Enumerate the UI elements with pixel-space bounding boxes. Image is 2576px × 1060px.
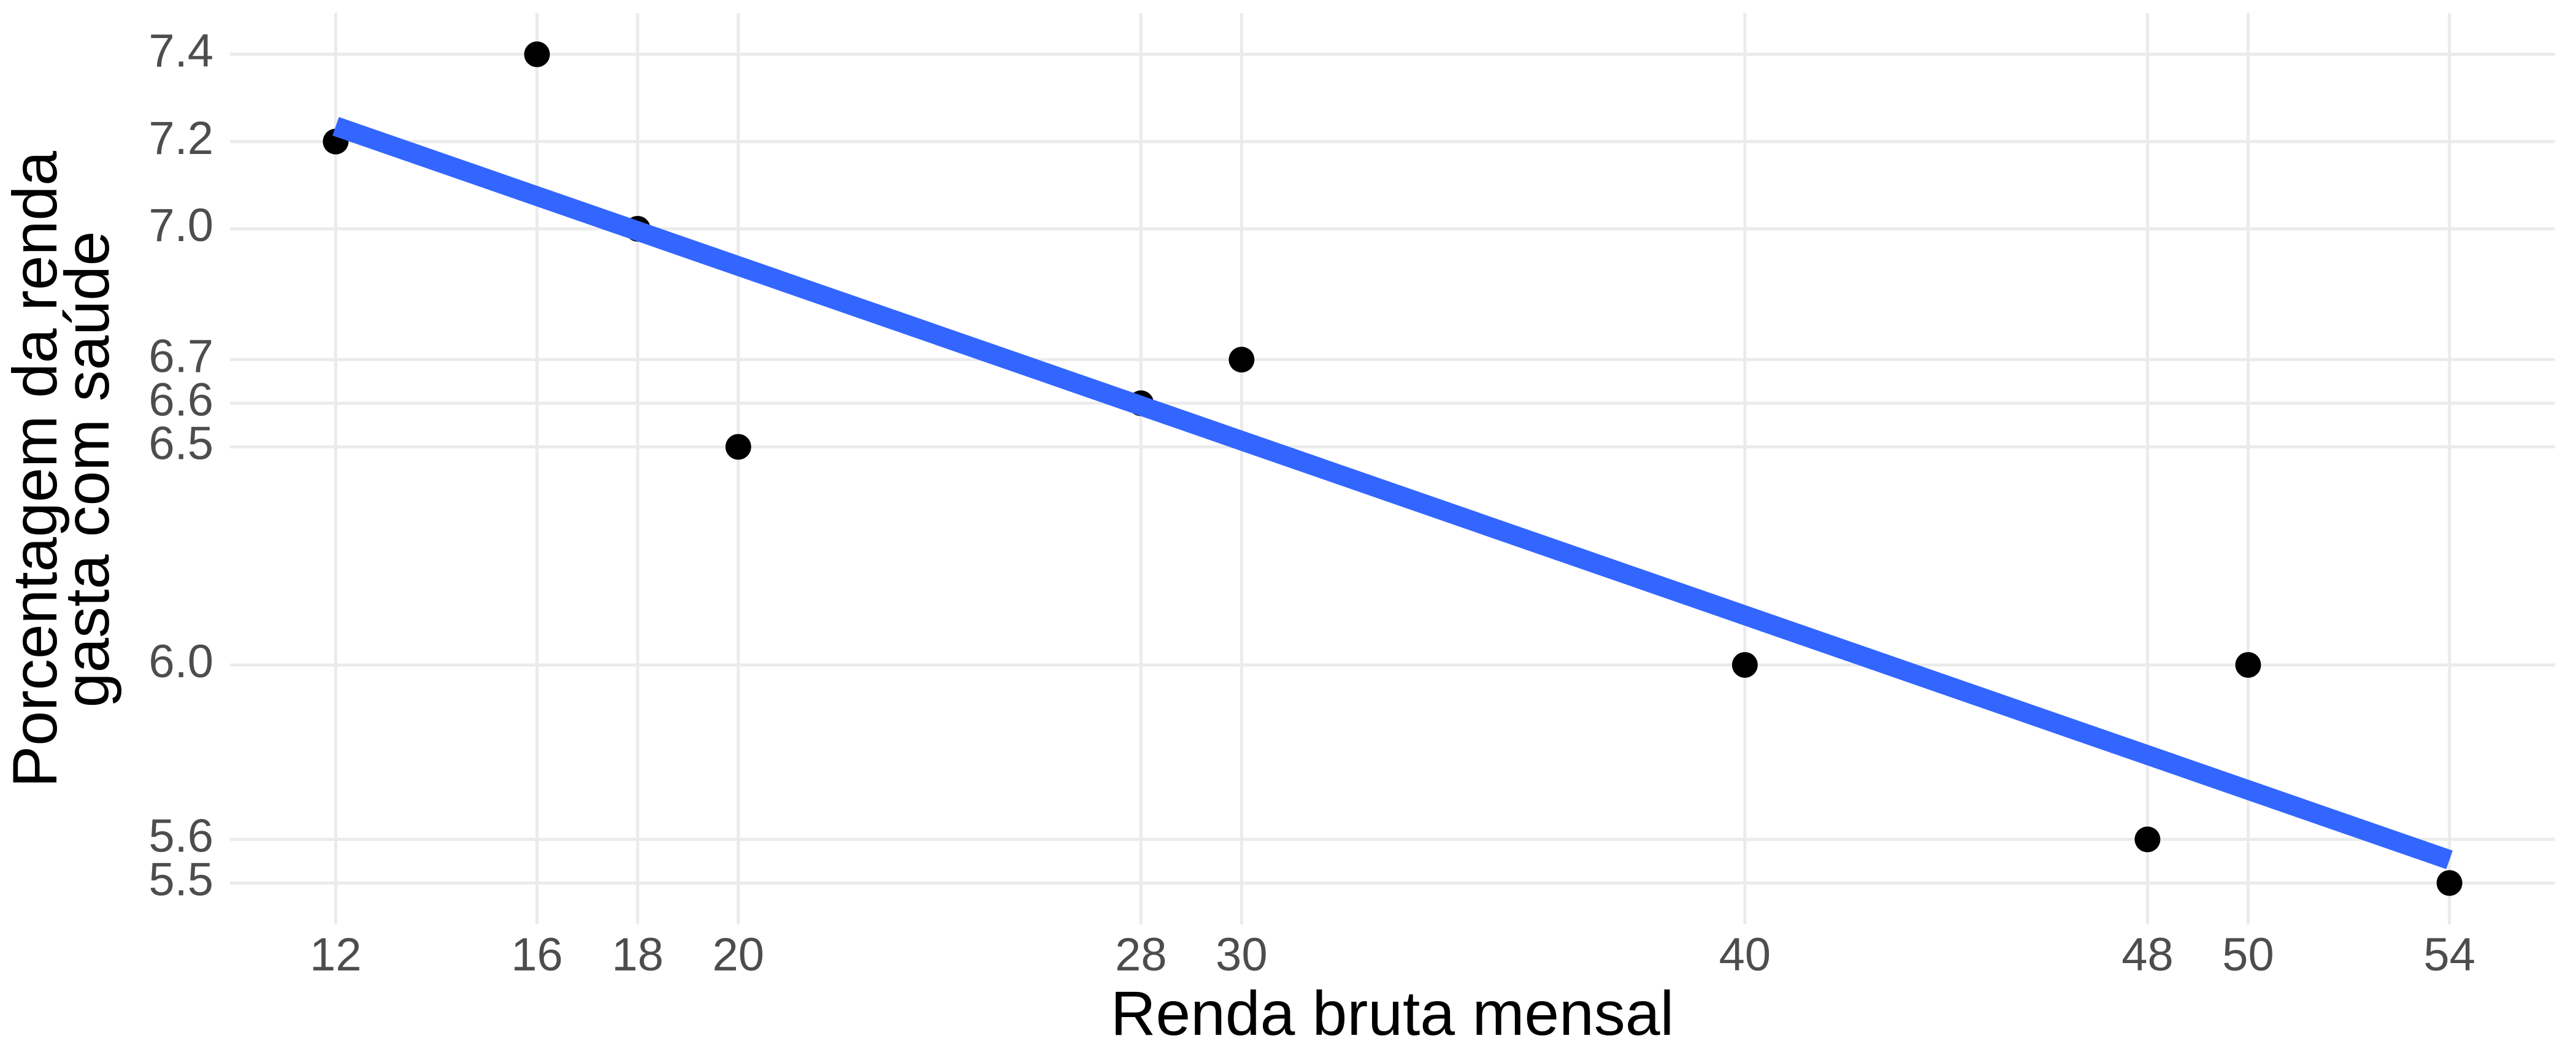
y-tick-label: 7.4	[148, 25, 213, 77]
y-tick-label: 6.6	[148, 374, 213, 426]
y-tick-label: 6.7	[148, 330, 213, 382]
y-axis-title: Porcentagem da renda	[0, 151, 70, 788]
y-tick-label: 5.6	[148, 810, 213, 862]
point	[725, 434, 751, 460]
x-tick-label: 20	[712, 929, 764, 981]
x-tick-label: 16	[511, 929, 563, 981]
y-tick-label: 6.0	[148, 636, 213, 688]
x-tick-label: 50	[2222, 929, 2274, 981]
point	[1731, 651, 1758, 678]
point	[524, 41, 550, 67]
point	[2235, 651, 2261, 678]
x-tick-label: 40	[1719, 929, 1771, 981]
x-tick-label: 48	[2122, 929, 2174, 981]
grid	[230, 13, 2555, 924]
fit-line	[332, 117, 2453, 869]
y-tick-label: 7.2	[148, 112, 213, 164]
y-axis-title: gasta com saúde	[52, 231, 122, 708]
y-tick-label: 6.5	[148, 418, 213, 470]
y-tick-label: 5.5	[148, 854, 213, 906]
x-tick-label: 54	[2423, 929, 2475, 981]
x-tick-label: 12	[310, 929, 362, 981]
point	[2436, 870, 2463, 896]
x-tick-label: 18	[611, 929, 664, 981]
point	[1229, 347, 1255, 373]
y-tick-label: 7.0	[148, 199, 213, 252]
x-tick-label: 28	[1115, 929, 1167, 981]
x-axis-title: Renda bruta mensal	[1111, 978, 1674, 1048]
x-tick-label: 30	[1216, 929, 1268, 981]
point	[2134, 826, 2161, 853]
